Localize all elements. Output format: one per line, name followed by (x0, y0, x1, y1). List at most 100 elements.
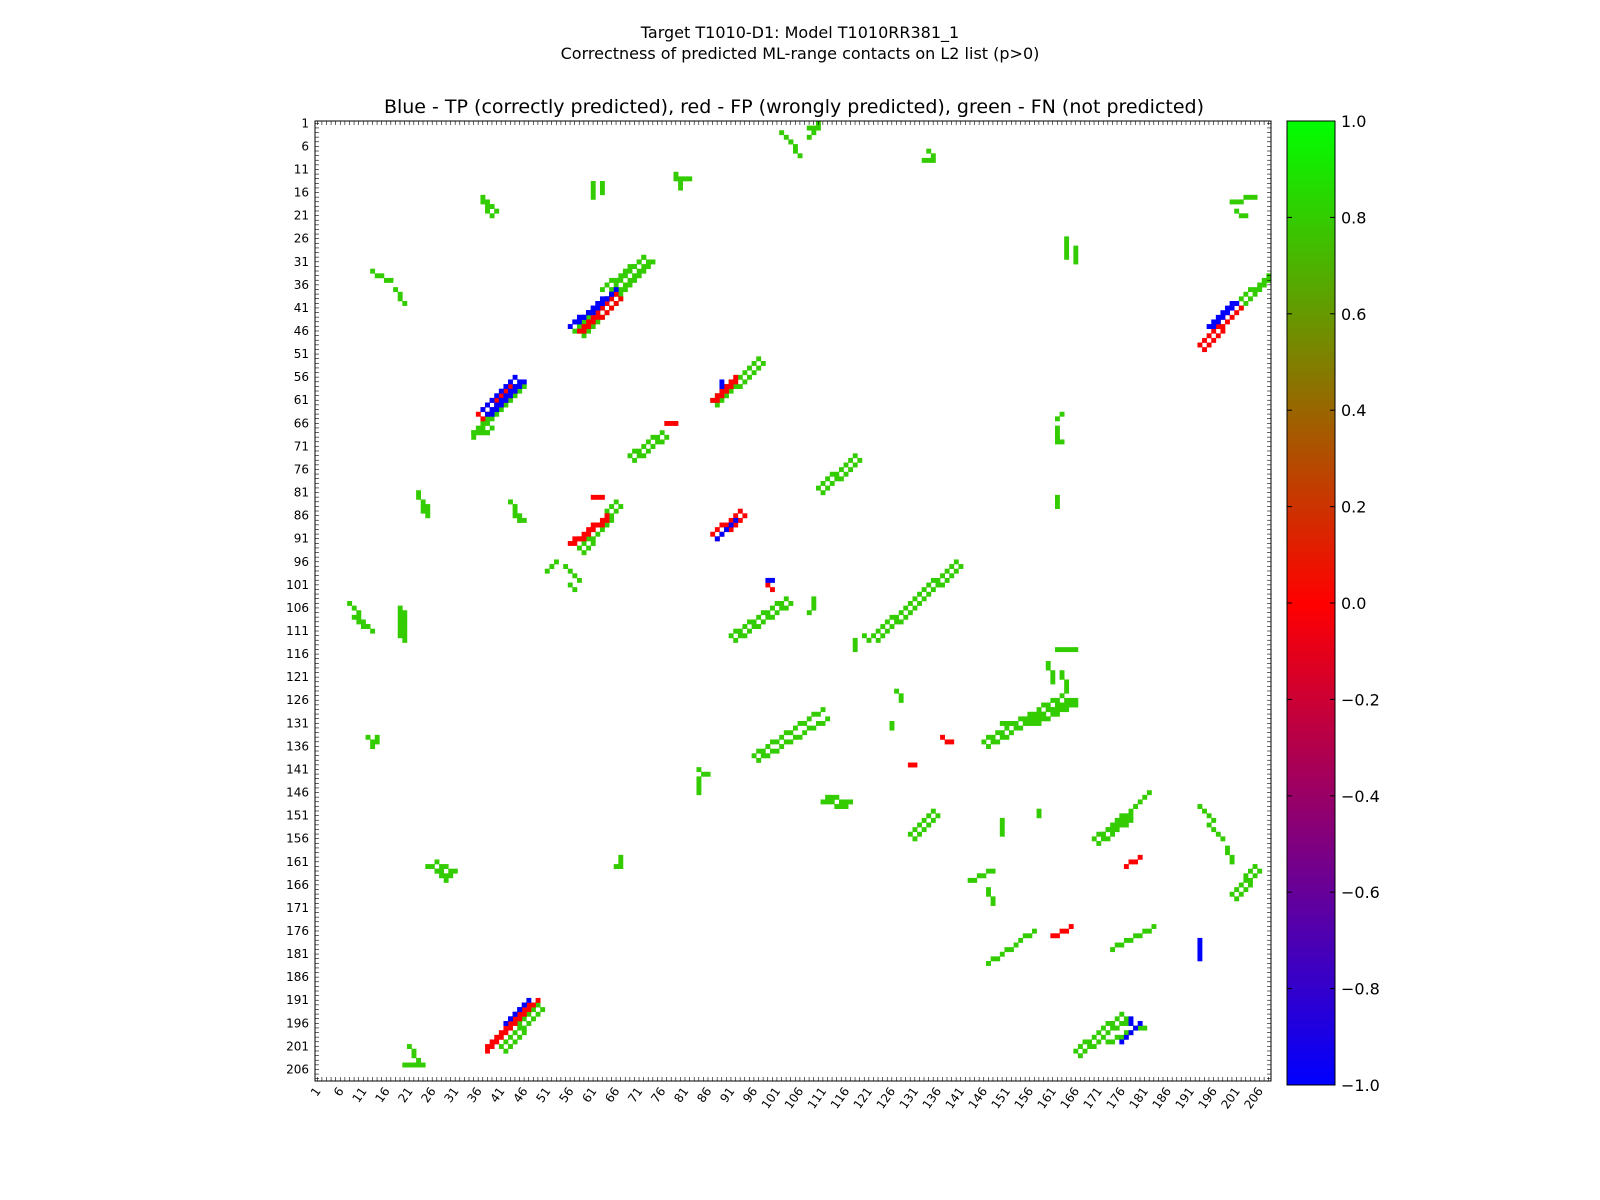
contact-cell-fn (1119, 1034, 1125, 1040)
contact-cell-fn (898, 693, 904, 699)
contact-cell-fn (815, 485, 821, 491)
contact-cell-fn (535, 1002, 541, 1008)
contact-cell-fp (485, 1044, 490, 1049)
x-tick-label: 186 (1149, 1085, 1174, 1112)
contact-cell-tp (498, 402, 504, 408)
contact-cell-fn (517, 513, 523, 519)
x-tick-label: 56 (556, 1085, 576, 1106)
contact-cell-fn (1054, 647, 1060, 653)
contact-cell-tp (517, 384, 523, 389)
contact-cell-fn (531, 1007, 536, 1013)
x-tick-label: 86 (694, 1085, 714, 1106)
contact-cell-fn (1054, 416, 1060, 422)
colorbar-tick-label: 0.0 (1341, 594, 1366, 613)
contact-cell-fn (641, 264, 647, 269)
contact-cell-fp (1202, 337, 1207, 343)
contact-cell-fn (1054, 425, 1060, 431)
contact-cell-fn (613, 277, 619, 283)
contact-cell-fn (347, 601, 353, 606)
contact-cell-fn (999, 951, 1005, 957)
contact-cell-fp (595, 494, 601, 500)
contact-cell-fp (485, 1048, 490, 1054)
contact-cell-fn (737, 628, 743, 634)
contact-cell-fn (1119, 822, 1125, 828)
contact-cell-fn (926, 822, 932, 828)
contact-cell-fn (485, 199, 490, 205)
contact-cell-fn (848, 799, 854, 805)
contact-cell-fn (760, 361, 766, 366)
contact-cell-tp (503, 384, 509, 389)
contact-cell-fp (944, 739, 950, 745)
contact-cell-fn (1091, 1044, 1097, 1049)
contact-cell-fn (894, 688, 900, 694)
contact-cell-fn (1234, 199, 1240, 205)
contact-cell-fn (356, 619, 362, 625)
contact-cell-fn (770, 605, 775, 611)
contact-cell-fp (907, 762, 913, 768)
contact-cell-fn (733, 637, 739, 643)
contact-cell-fn (811, 125, 817, 131)
contact-cell-fn (737, 384, 743, 389)
contact-cell-fn (696, 790, 702, 796)
contact-cell-tp (1123, 1034, 1129, 1040)
contact-cell-fn (645, 439, 651, 445)
contact-cell-fn (1243, 877, 1249, 883)
contact-cell-fp (733, 522, 739, 528)
colorbar-tick-label: −0.2 (1341, 690, 1380, 709)
contact-cell-fn (503, 1048, 509, 1054)
contact-cell-fn (760, 748, 766, 754)
contact-cell-fn (636, 453, 642, 459)
contact-cell-fn (1059, 674, 1065, 680)
contact-cell-fn (641, 254, 647, 260)
y-tick-label: 36 (294, 278, 309, 292)
contact-cell-fn (756, 356, 762, 362)
contact-cell-fn (1202, 808, 1207, 814)
y-tick-label: 196 (286, 1016, 309, 1030)
y-tick-label: 96 (294, 555, 309, 569)
contact-cell-fn (485, 416, 490, 422)
contact-cell-fn (1073, 647, 1079, 653)
x-tick-label: 141 (943, 1085, 968, 1112)
x-tick-label: 196 (1195, 1085, 1220, 1112)
contact-cell-fn (917, 822, 922, 828)
contact-cell-fn (411, 1048, 417, 1054)
contact-cell-fn (820, 721, 826, 726)
contact-cell-fn (498, 407, 504, 413)
y-tick-label: 176 (286, 924, 309, 938)
contact-cell-fp (742, 513, 748, 519)
contact-cell-fn (618, 864, 624, 869)
x-tick-label: 26 (418, 1085, 438, 1106)
contact-cell-fn (848, 457, 854, 463)
contact-cell-fn (820, 481, 826, 486)
contact-cell-fn (1054, 711, 1060, 717)
contact-cell-fn (1096, 1030, 1102, 1036)
contact-cell-tp (1197, 947, 1203, 953)
contact-cell-fn (627, 268, 633, 274)
contact-cell-fn (930, 808, 936, 814)
contact-cell-fn (889, 614, 895, 620)
contact-cell-fn (1082, 1048, 1088, 1054)
y-tick-label: 161 (286, 855, 309, 869)
x-tick-label: 61 (579, 1085, 599, 1106)
contact-cell-fn (1128, 808, 1134, 814)
contact-cell-fn (880, 633, 886, 639)
contact-cell-fn (526, 1011, 532, 1017)
contact-cell-fn (935, 577, 941, 583)
contact-cell-fn (1252, 873, 1258, 879)
contact-cell-fn (1123, 1030, 1129, 1036)
contact-cell-fn (443, 864, 449, 869)
contact-cell-fn (420, 1062, 426, 1068)
contact-cell-fn (508, 397, 513, 403)
contact-cell-fp (737, 508, 743, 514)
contact-cell-fn (898, 619, 904, 625)
y-tick-label: 111 (286, 624, 309, 638)
contact-cell-fn (1041, 702, 1047, 708)
contact-cell-fp (728, 384, 734, 389)
contact-cell-fp (586, 319, 592, 325)
contact-cell-fp (521, 1011, 527, 1017)
contact-cell-fp (1133, 859, 1139, 865)
contact-cell-fp (508, 1025, 513, 1031)
colorbar-tick-label: −0.6 (1341, 883, 1380, 902)
contact-cell-fn (981, 739, 987, 745)
contact-cell-fn (678, 176, 683, 182)
